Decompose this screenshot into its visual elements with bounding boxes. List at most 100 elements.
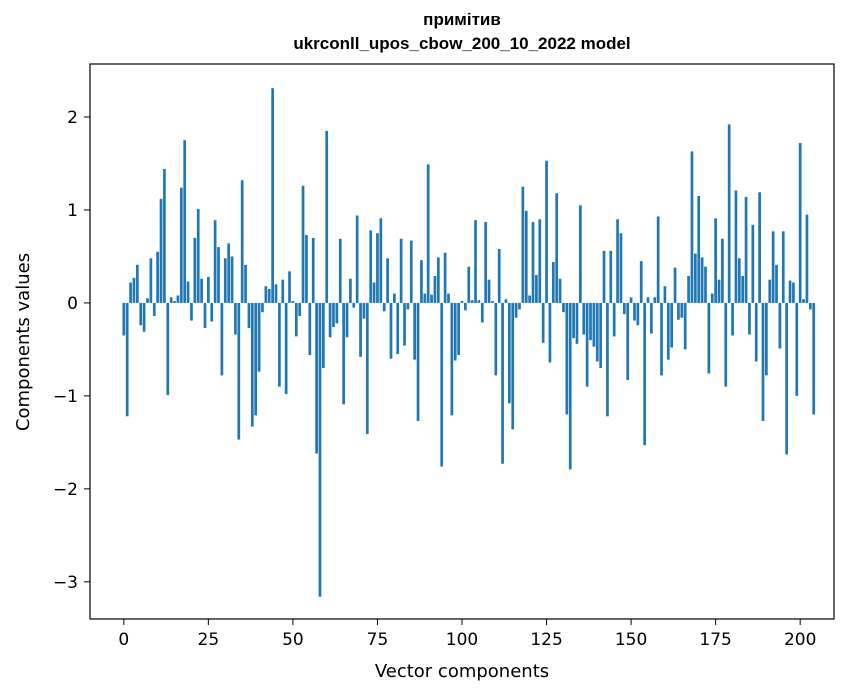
bar (535, 275, 538, 303)
bar (528, 295, 531, 303)
bar (595, 302, 599, 362)
bar (808, 302, 812, 310)
bar (393, 293, 396, 303)
bar (555, 193, 559, 303)
bar (430, 294, 433, 303)
bar (707, 302, 711, 374)
bar (710, 293, 714, 303)
bar (142, 302, 146, 332)
bar (754, 302, 758, 362)
bar (653, 297, 657, 303)
bar (230, 256, 234, 303)
bar (589, 302, 592, 341)
bar (514, 302, 518, 318)
bar (629, 297, 633, 303)
chart-title-line-2: ukrconll_upos_cbow_200_10_2022 model (293, 34, 631, 53)
bar (639, 261, 643, 303)
y-tick-label: 0 (67, 294, 78, 314)
bar (558, 278, 562, 303)
bar (436, 257, 440, 303)
bar (152, 302, 156, 316)
bar (792, 282, 795, 303)
bar (186, 281, 190, 303)
bar (386, 258, 389, 303)
bar (761, 302, 765, 421)
bar (447, 293, 450, 303)
bar (352, 302, 356, 308)
bar (190, 302, 193, 321)
bar (677, 302, 680, 320)
bar (453, 302, 457, 361)
plot-area-frame (89, 63, 835, 620)
bar (234, 302, 237, 335)
bar (491, 301, 494, 303)
bar (579, 205, 582, 303)
bar (450, 302, 454, 416)
bar (325, 130, 329, 303)
bar (748, 302, 751, 335)
bar (666, 302, 670, 360)
bar (704, 266, 707, 303)
bar (399, 238, 403, 303)
bar (727, 124, 731, 303)
bar (315, 302, 318, 454)
bar (734, 190, 738, 303)
bar (551, 262, 555, 303)
bar (298, 302, 302, 316)
bar (179, 187, 183, 303)
bar (169, 297, 173, 303)
bar (744, 196, 748, 303)
bar (365, 302, 369, 434)
bar (376, 233, 379, 303)
bar (812, 302, 816, 415)
bar (717, 279, 721, 303)
bar (460, 301, 464, 303)
bar (443, 252, 447, 303)
bar (650, 302, 653, 334)
bar (166, 302, 170, 395)
bar (406, 302, 410, 310)
bar (785, 302, 789, 455)
bar (548, 302, 552, 363)
bar (585, 302, 589, 387)
bar (606, 302, 609, 417)
bar (146, 298, 149, 303)
bar (521, 186, 525, 303)
bar (254, 302, 258, 416)
bar (420, 260, 423, 303)
bar (156, 251, 159, 303)
bar (240, 180, 244, 303)
y-axis: −3 −2 −1 0 1 2 (53, 108, 90, 593)
bar (318, 302, 322, 597)
bar (504, 299, 508, 303)
bar (683, 302, 687, 350)
bar (217, 247, 220, 303)
y-tick-label: −3 (53, 573, 78, 593)
bar (223, 258, 227, 303)
bar (250, 302, 254, 427)
bar (484, 222, 488, 303)
x-tick-label: 25 (198, 630, 220, 650)
bar (294, 302, 298, 337)
bar (680, 302, 684, 318)
bar (802, 299, 805, 303)
bar (737, 258, 741, 303)
bar (565, 302, 569, 415)
bar (507, 302, 511, 404)
y-tick-label: 1 (67, 201, 78, 221)
bar (575, 302, 579, 344)
bar (311, 237, 315, 303)
bar (616, 219, 619, 303)
bar (670, 302, 674, 348)
bar (633, 302, 636, 321)
bar (328, 302, 332, 338)
x-tick-label: 150 (615, 630, 647, 650)
bar (470, 300, 474, 303)
bar (501, 302, 504, 464)
bar (741, 275, 745, 303)
bar (656, 216, 660, 303)
bar (274, 284, 278, 303)
bar (751, 224, 755, 303)
bar (257, 302, 261, 372)
x-tick-label: 75 (367, 630, 389, 650)
